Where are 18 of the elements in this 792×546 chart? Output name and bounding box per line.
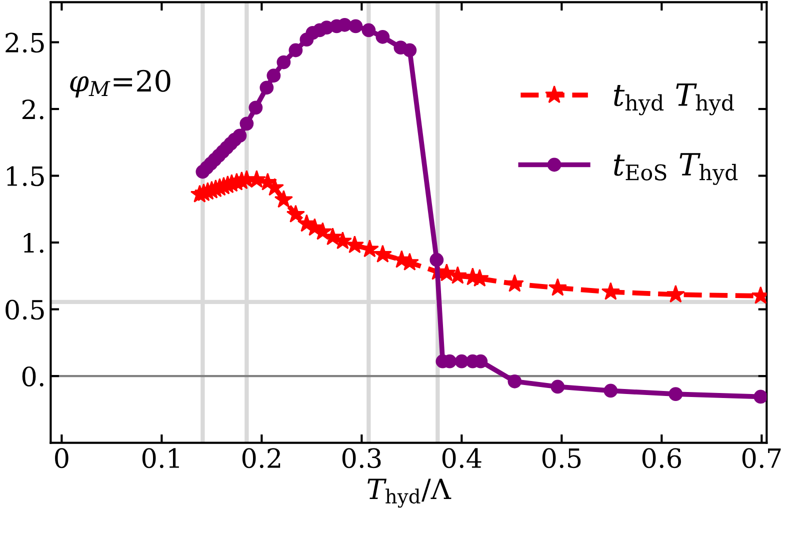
y-tick-label: 0. xyxy=(22,366,44,386)
legend-label: t$_{EoS}$ T$_{hyd}$ xyxy=(614,153,738,185)
annotation: φ$_{M}$=20 xyxy=(70,70,170,98)
y-tick-label: 2. xyxy=(22,99,44,120)
y-tick-label: 1.5 xyxy=(7,166,44,186)
x-tick-label: 0.6 xyxy=(642,448,681,468)
y-tick-label: 1. xyxy=(24,232,44,253)
y-tick-label: 2.5 xyxy=(6,32,44,53)
x-tick-label: 0.4 xyxy=(442,448,482,468)
legend-label: t$_{hyd}$ T$_{hyd}$ xyxy=(614,83,734,116)
x-tick-label: 0.2 xyxy=(242,448,280,468)
x-tick-label: 0.3 xyxy=(342,448,381,468)
x-tick-label: 0.5 xyxy=(542,448,581,468)
x-tick-label: 0.7 xyxy=(742,448,781,468)
y-tick-label: 0.5 xyxy=(6,300,44,320)
x-tick-label: 0 xyxy=(55,448,68,468)
x-tick-label: 0.1 xyxy=(142,448,179,468)
x-axis-title: T$_{hyd}$/Λ xyxy=(368,478,452,508)
